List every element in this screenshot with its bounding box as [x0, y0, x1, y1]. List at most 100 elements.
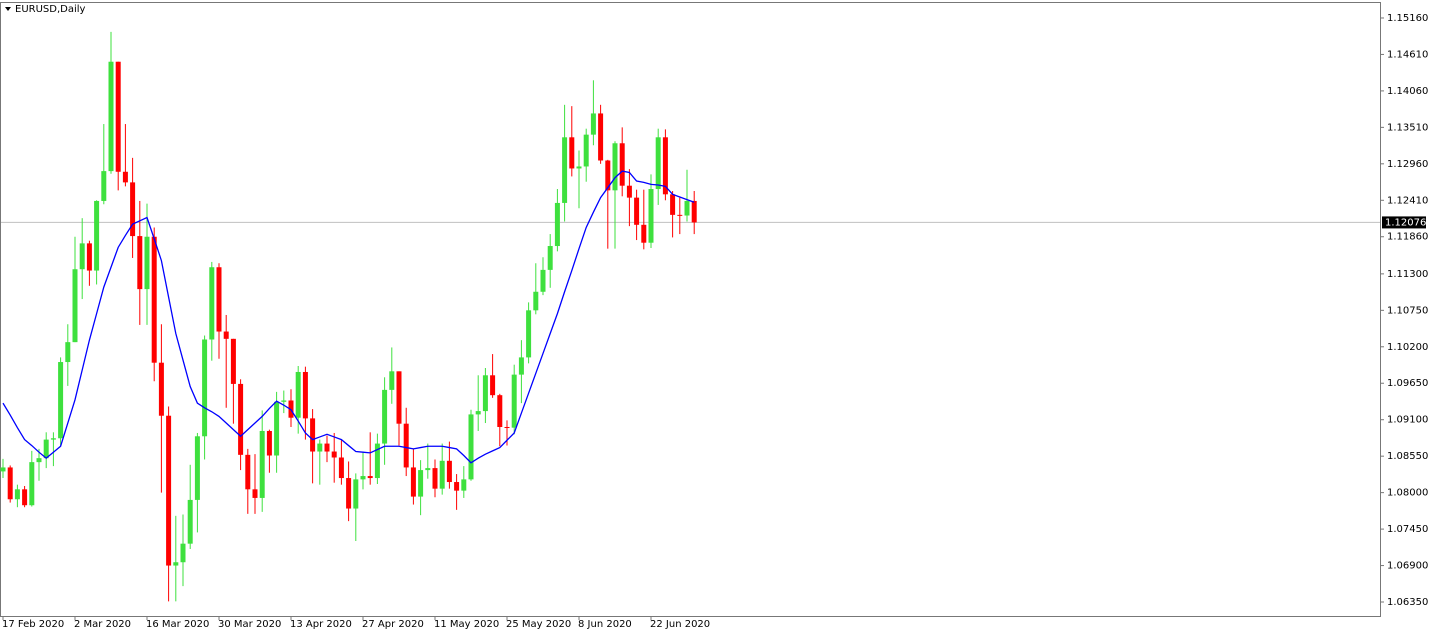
chart-title: EURUSD,Daily — [15, 4, 86, 15]
y-tick-label: 1.12410 — [1387, 195, 1428, 206]
candle-body — [353, 479, 359, 509]
y-tick-label: 1.11300 — [1387, 269, 1428, 280]
candle-body — [338, 457, 344, 479]
candle-body — [677, 214, 683, 216]
candle-body — [331, 451, 337, 458]
x-tick-label: 27 Apr 2020 — [362, 619, 424, 630]
candle-body — [151, 236, 157, 363]
candle-body — [209, 267, 215, 340]
candle-body — [252, 489, 258, 498]
candle-body — [518, 357, 524, 375]
candle-body — [684, 200, 690, 216]
candle-body — [554, 202, 560, 247]
candle-body — [302, 371, 308, 419]
price-label-box — [1382, 216, 1426, 229]
candle-body — [180, 543, 186, 563]
candle-body — [86, 243, 92, 271]
candle-body — [43, 439, 49, 459]
candle-body — [317, 443, 323, 452]
candle-body — [122, 171, 128, 183]
candle-body — [108, 61, 114, 172]
candle-body — [223, 331, 229, 339]
candle-body — [475, 411, 481, 415]
y-tick-label: 1.13510 — [1387, 122, 1428, 133]
candle-body — [425, 468, 431, 471]
candle-body — [202, 339, 208, 437]
candle-body — [29, 462, 35, 506]
candle-body — [547, 246, 553, 270]
candle-body — [115, 61, 121, 172]
candle-body — [194, 436, 200, 500]
y-tick-label: 1.10750 — [1387, 305, 1428, 316]
y-tick-label: 1.09650 — [1387, 378, 1428, 389]
x-tick-label: 30 Mar 2020 — [218, 619, 281, 630]
candle-body — [655, 137, 661, 190]
y-tick-label: 1.15160 — [1387, 13, 1428, 24]
y-tick-label: 1.14060 — [1387, 86, 1428, 97]
candle-body — [72, 269, 78, 343]
x-tick-label: 22 Jun 2020 — [650, 619, 710, 630]
candle-body — [526, 310, 532, 358]
candle-body — [634, 197, 640, 225]
x-tick-label: 17 Feb 2020 — [2, 619, 64, 630]
candle-body — [583, 134, 589, 167]
y-tick-label: 1.06350 — [1387, 597, 1428, 608]
y-tick-label: 1.12960 — [1387, 159, 1428, 170]
candle-body — [101, 171, 107, 201]
candle-body — [648, 189, 654, 243]
candle-body — [65, 342, 71, 363]
x-tick-label: 16 Mar 2020 — [146, 619, 209, 630]
candle-body — [360, 476, 366, 480]
candle-body — [670, 194, 676, 215]
moving-average — [2, 170, 695, 464]
candle-body — [432, 468, 438, 489]
candle-body — [346, 478, 352, 509]
candle-body — [367, 476, 373, 479]
candle-body — [50, 438, 56, 440]
candle-body — [266, 430, 272, 456]
candle-body — [230, 338, 236, 384]
candle-body — [216, 267, 222, 332]
candle-body — [58, 362, 64, 439]
candle-body — [662, 137, 668, 195]
candle-body — [562, 137, 568, 203]
candle-body — [295, 371, 301, 418]
candle-body — [158, 362, 164, 416]
y-tick-label: 1.08000 — [1387, 488, 1428, 499]
y-tick-label: 1.08550 — [1387, 451, 1428, 462]
y-tick-label: 1.09100 — [1387, 415, 1428, 426]
price-label: 1.12076 — [1385, 217, 1426, 228]
candle-body — [590, 113, 596, 135]
candle-body — [238, 383, 244, 455]
y-tick-label: 1.07450 — [1387, 524, 1428, 535]
candle-body — [540, 269, 546, 292]
candle-body — [605, 160, 611, 191]
y-tick-label: 1.11860 — [1387, 232, 1428, 243]
candle-body — [626, 185, 632, 198]
x-tick-label: 13 Apr 2020 — [290, 619, 352, 630]
x-tick-label: 2 Mar 2020 — [74, 619, 131, 630]
candle-body — [36, 458, 42, 463]
candle-body — [691, 200, 697, 223]
candle-body — [446, 460, 452, 483]
candle-body — [382, 389, 388, 444]
x-tick-label: 25 May 2020 — [506, 619, 571, 630]
candle-body — [310, 418, 316, 452]
candle-body — [454, 482, 460, 491]
candle-body — [403, 423, 409, 468]
candle-body — [7, 467, 13, 500]
candle-body — [0, 467, 6, 472]
candle-body — [598, 113, 604, 161]
candle-body — [94, 200, 100, 271]
candle-body — [619, 143, 625, 186]
candle-body — [418, 470, 424, 497]
candle-body — [504, 427, 510, 429]
candle-body — [439, 460, 445, 489]
candle-body — [641, 224, 647, 243]
candle-body — [259, 430, 265, 498]
plot-frame — [0, 2, 1381, 617]
candle-body — [324, 443, 330, 452]
menu-arrow[interactable] — [5, 7, 11, 11]
candle-body — [461, 479, 467, 491]
